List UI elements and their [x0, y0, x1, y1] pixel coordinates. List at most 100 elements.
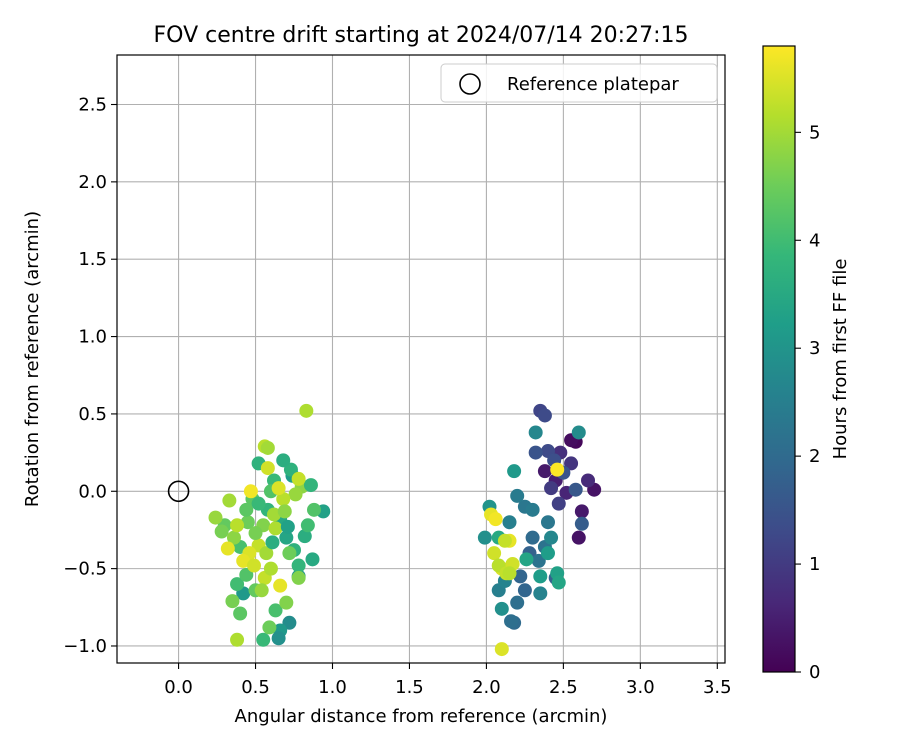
data-point	[208, 510, 223, 525]
data-point	[283, 462, 298, 477]
data-point	[279, 530, 294, 545]
data-point	[531, 553, 546, 568]
colorbar-ticks: 0 1 2 3 4 5	[795, 122, 820, 683]
data-point	[574, 504, 589, 519]
x-tick-label: 1.0	[318, 677, 347, 698]
x-axis-ticks: 0.0 0.5 1.0 1.5 2.0 2.5 3.0 3.5	[164, 663, 732, 698]
data-point	[571, 530, 586, 545]
data-point	[268, 603, 283, 618]
colorbar-tick-label: 3	[809, 338, 820, 359]
data-point	[233, 606, 248, 621]
data-point	[236, 553, 251, 568]
data-point	[230, 518, 245, 533]
chart-title: FOV centre drift starting at 2024/07/14 …	[154, 23, 689, 48]
data-point	[519, 552, 534, 567]
data-point	[260, 461, 275, 476]
data-points	[208, 403, 602, 657]
data-point	[551, 496, 566, 511]
data-point	[528, 425, 543, 440]
data-point	[226, 530, 241, 545]
data-point	[533, 586, 548, 601]
data-point	[276, 492, 291, 507]
data-point	[574, 516, 589, 531]
data-point	[273, 578, 288, 593]
y-tick-label: 2.5	[78, 95, 107, 116]
data-point	[220, 541, 235, 556]
y-tick-label: −0.5	[63, 559, 107, 580]
data-point	[239, 502, 254, 517]
data-point	[502, 515, 517, 530]
data-point	[248, 526, 263, 541]
data-point	[260, 440, 275, 455]
y-tick-label: 2.0	[78, 172, 107, 193]
data-point	[513, 569, 528, 584]
data-point	[259, 546, 274, 561]
y-tick-label: 1.0	[78, 327, 107, 348]
data-point	[303, 478, 318, 493]
reference-marker	[167, 480, 190, 503]
data-point	[510, 595, 525, 610]
data-point	[564, 456, 579, 471]
data-point	[533, 569, 548, 584]
colorbar-tick-label: 5	[809, 122, 820, 143]
y-tick-label: −1.0	[63, 636, 107, 657]
data-point	[544, 481, 559, 496]
data-point	[263, 561, 278, 576]
data-point	[230, 577, 245, 592]
data-point	[540, 546, 555, 561]
colorbar-label: Hours from first FF file	[830, 259, 851, 460]
data-point	[288, 487, 303, 502]
data-point	[551, 575, 566, 590]
y-tick-label: 1.5	[78, 249, 107, 270]
data-point	[297, 529, 312, 544]
data-point	[279, 595, 294, 610]
x-tick-label: 3.0	[626, 677, 655, 698]
y-tick-label: 0.0	[78, 481, 107, 502]
data-point	[528, 445, 543, 460]
y-axis-label: Rotation from reference (arcmin)	[22, 211, 43, 507]
x-axis-label: Angular distance from reference (arcmin)	[235, 706, 608, 727]
data-point	[550, 462, 565, 477]
x-tick-label: 0.5	[241, 677, 270, 698]
data-point	[525, 530, 540, 545]
data-point	[305, 552, 320, 567]
data-point	[504, 614, 519, 629]
colorbar: 0 1 2 3 4 5 Hours from first FF file	[762, 45, 851, 683]
data-point	[214, 524, 229, 539]
x-tick-label: 3.5	[703, 677, 732, 698]
data-point	[225, 594, 240, 609]
data-point	[517, 583, 532, 598]
colorbar-tick-label: 1	[809, 554, 820, 575]
data-point	[291, 570, 306, 585]
data-point	[488, 512, 503, 527]
y-tick-label: 0.5	[78, 404, 107, 425]
data-point	[222, 493, 237, 508]
data-point	[276, 453, 291, 468]
data-point	[239, 567, 254, 582]
data-point	[537, 408, 552, 423]
x-tick-label: 1.5	[395, 677, 424, 698]
data-point	[537, 464, 552, 479]
data-point	[265, 535, 280, 550]
data-point	[282, 546, 297, 561]
data-point	[494, 642, 509, 657]
data-point	[507, 464, 522, 479]
colorbar-tick-label: 2	[809, 446, 820, 467]
x-tick-label: 0.0	[164, 677, 193, 698]
data-point	[497, 533, 512, 548]
x-tick-label: 2.5	[549, 677, 578, 698]
data-point	[487, 546, 502, 561]
x-tick-label: 2.0	[472, 677, 501, 698]
data-point	[282, 615, 297, 630]
data-point	[271, 481, 286, 496]
data-point	[243, 484, 258, 499]
data-point	[544, 530, 559, 545]
data-point	[271, 631, 286, 646]
data-point	[246, 558, 261, 573]
data-point	[291, 558, 306, 573]
data-point	[494, 601, 509, 616]
colorbar-tick-label: 4	[809, 230, 820, 251]
data-point	[502, 566, 517, 581]
data-point	[307, 502, 322, 517]
